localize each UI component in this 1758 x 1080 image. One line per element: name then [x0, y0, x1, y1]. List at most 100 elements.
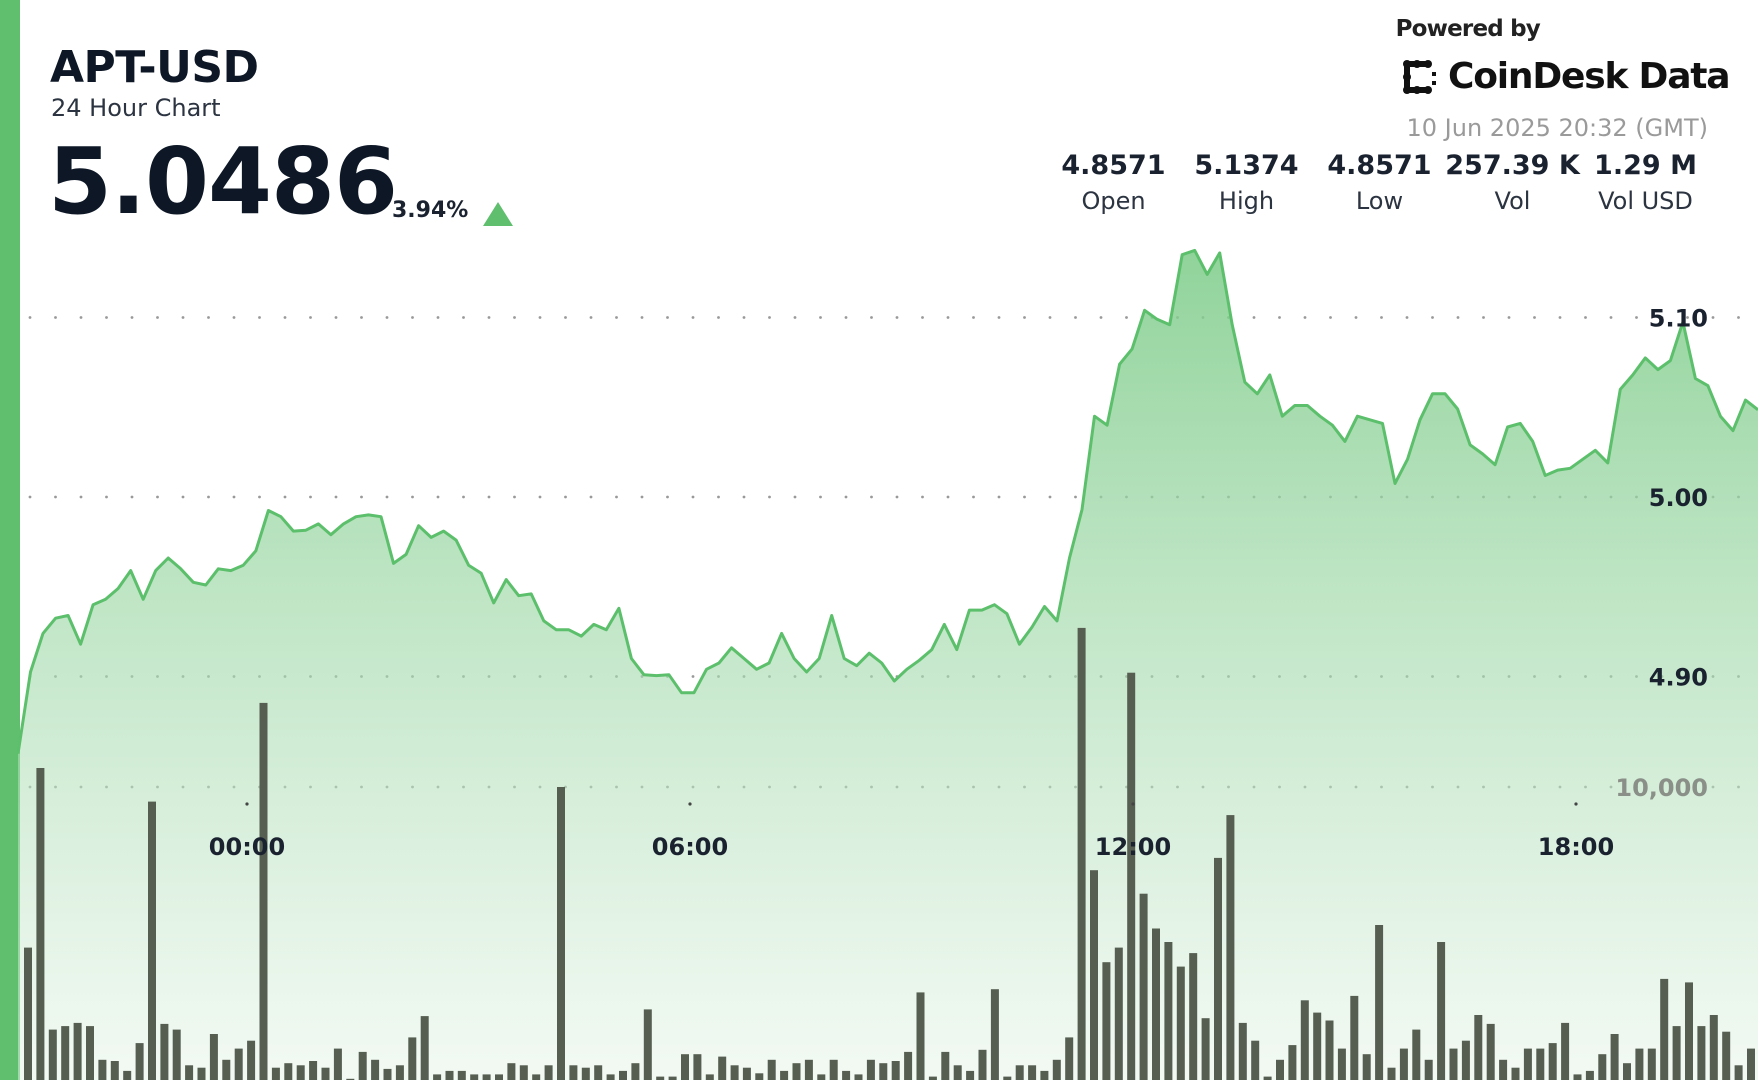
volume-bar	[1276, 1059, 1284, 1080]
volume-bar	[742, 1067, 751, 1080]
time-tick-label: 00:00	[209, 833, 285, 861]
volume-bar	[953, 1065, 962, 1080]
volume-bar	[966, 1070, 975, 1080]
grid-dot	[538, 495, 542, 499]
volume-bar	[1734, 1065, 1743, 1080]
stat-value: 4.8571	[1061, 150, 1166, 181]
grid-dot	[385, 495, 389, 499]
volume-bar	[1127, 672, 1136, 1080]
grid-dot	[946, 316, 950, 319]
brand-name: CoinDesk Data	[1448, 56, 1731, 97]
volume-bar	[1077, 627, 1086, 1080]
stat-high: 5.1374 High	[1180, 150, 1313, 215]
volume-bar	[842, 1070, 851, 1080]
volume-bar	[1362, 1054, 1371, 1080]
volume-bar	[1610, 1034, 1619, 1080]
volume-bar	[928, 1076, 937, 1080]
volume-bar	[1449, 1048, 1458, 1080]
grid-dot	[309, 495, 312, 499]
volume-bar	[457, 1070, 466, 1080]
volume-bar	[1474, 1015, 1483, 1080]
grid-dot	[793, 495, 797, 499]
grid-dot	[615, 316, 618, 319]
volume-bar	[606, 1074, 615, 1080]
time-tick-mark	[1574, 802, 1578, 806]
grid-dot	[54, 316, 57, 319]
grid-dot	[1329, 316, 1332, 319]
grid-dot	[819, 495, 822, 499]
grid-dot	[156, 495, 159, 499]
grid-dot	[130, 316, 134, 319]
grid-dot	[1125, 316, 1128, 319]
volume-bar	[866, 1059, 875, 1080]
grid-dot	[640, 495, 644, 499]
volume-bar	[780, 1070, 789, 1080]
grid-dot	[768, 495, 771, 499]
volume-bar	[36, 768, 45, 1080]
grid-dot	[1074, 316, 1077, 319]
volume-bar	[1647, 1048, 1656, 1080]
volume-bar	[1722, 1031, 1731, 1080]
grid-dot	[1584, 316, 1587, 319]
volume-bar	[643, 1009, 652, 1080]
volume-bar	[296, 1065, 305, 1080]
grid-dot	[1507, 316, 1511, 319]
volume-bar	[1263, 1076, 1272, 1080]
grid-dot	[870, 316, 873, 319]
volume-bar	[1015, 1065, 1024, 1080]
volume-bar	[656, 1076, 665, 1080]
volume-bar	[1523, 1048, 1532, 1080]
stats-panel: 4.8571 Open 5.1374 High 4.8571 Low 257.3…	[1047, 150, 1712, 215]
grid-dot	[462, 495, 465, 499]
grid-dot	[640, 316, 644, 319]
grid-dot	[691, 316, 695, 319]
grid-dot	[79, 495, 83, 499]
stat-value: 5.1374	[1194, 150, 1299, 181]
stat-label: Open	[1081, 187, 1146, 215]
stat-value: 257.39 K	[1445, 150, 1580, 181]
grid-dot	[972, 316, 975, 319]
volume-bar	[1065, 1037, 1074, 1080]
volume-bar	[1685, 982, 1693, 1080]
volume-bar	[557, 787, 565, 1080]
volume-bar	[321, 1067, 330, 1080]
grid-dot	[462, 316, 465, 319]
timestamp: 10 Jun 2025 20:32 (GMT)	[1406, 114, 1709, 142]
volume-bar	[1697, 1026, 1706, 1080]
volume-bar	[222, 1059, 231, 1080]
volume-bar	[1399, 1048, 1408, 1080]
grid-dot	[1023, 316, 1026, 319]
grid-dot	[1558, 316, 1562, 319]
volume-bar	[941, 1051, 950, 1080]
grid-dot	[181, 495, 185, 499]
volume-bar	[916, 992, 925, 1080]
price-tick-label: 4.90	[1649, 664, 1708, 692]
volume-bar	[1313, 1012, 1322, 1080]
time-tick-label: 06:00	[652, 833, 728, 861]
stat-label: Vol USD	[1598, 187, 1693, 215]
grid-dot	[1686, 316, 1689, 319]
grid-dot	[972, 495, 975, 499]
grid-dot	[207, 316, 210, 319]
volume-bar	[581, 1067, 590, 1080]
volume-bar	[1164, 942, 1173, 1080]
volume-bar	[990, 989, 999, 1080]
volume-bar	[668, 1076, 677, 1080]
volume-bar	[1709, 1015, 1718, 1080]
volume-bar	[333, 1048, 342, 1080]
grid-dot	[1533, 316, 1536, 319]
volume-bar	[1300, 1000, 1309, 1080]
grid-dot	[385, 316, 389, 319]
volume-bar	[767, 1059, 776, 1080]
volume-bar	[1090, 870, 1098, 1080]
grid-dot	[615, 495, 618, 499]
grid-dot	[79, 316, 83, 319]
volume-bar	[123, 1070, 132, 1080]
grid-dot	[538, 316, 542, 319]
volume-bar	[1561, 1022, 1570, 1080]
grid-dot	[360, 316, 363, 319]
grid-dot	[1482, 316, 1485, 319]
stat-value: 1.29 M	[1594, 150, 1697, 181]
grid-dot	[1023, 495, 1026, 499]
